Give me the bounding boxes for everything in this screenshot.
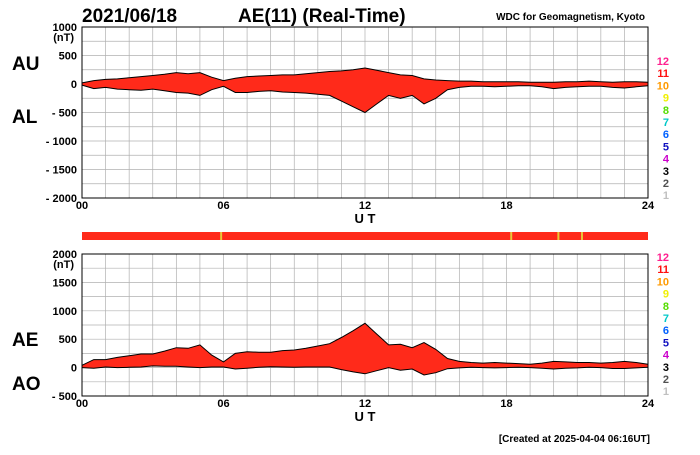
y-axis-unit: (nT) (53, 259, 74, 271)
station-count-label: 11 (657, 264, 669, 276)
station-count-label: 12 (657, 56, 669, 68)
series-label-al: AL (12, 107, 38, 128)
date-title: 2021/06/18 (82, 6, 177, 27)
series-line-al (81, 84, 649, 114)
station-count-label: 7 (663, 117, 669, 129)
ae-ao-panel: 2000 1500 1000 500 0 - 500 (nT) 00 06 12 18 24 U T AE… (12, 249, 655, 424)
x-tick-label: 12 (359, 398, 371, 410)
index-envelope-fill (82, 323, 648, 375)
station-count-label: 6 (663, 129, 669, 141)
series-line-au (81, 67, 649, 84)
series-label-ao: AO (12, 374, 41, 395)
y-tick-label: - 500 (52, 391, 77, 403)
station-count-label: 11 (657, 68, 669, 80)
au-al-panel: 1000 500 0 - 500 - 1000 - 1500 - 2000 (nT) 00 06 1… (12, 22, 655, 226)
station-count-label: 3 (663, 166, 669, 178)
plot-frame (81, 253, 649, 397)
series-line-ae (81, 322, 649, 366)
y-tick-label: - 1500 (46, 165, 77, 177)
status-bar-marker (580, 232, 583, 240)
station-count-label: 7 (663, 313, 669, 325)
station-count-label: 5 (663, 141, 669, 153)
y-tick-label: 0 (71, 363, 77, 375)
plot-frame (81, 26, 649, 199)
y-tick-label: - 2000 (46, 193, 77, 205)
y-tick-label: 500 (59, 51, 77, 63)
series-label-ae: AE (12, 330, 38, 351)
data-status-bar (82, 232, 648, 240)
x-tick-label: 24 (642, 200, 655, 212)
x-tick-label: 00 (76, 398, 88, 410)
station-count-label: 3 (663, 362, 669, 374)
station-count-label: 2 (663, 178, 669, 190)
station-count-label: 8 (663, 105, 669, 117)
station-count-label: 1 (663, 190, 669, 202)
status-bar-marker (220, 232, 223, 240)
station-count-label: 4 (663, 350, 670, 362)
station-count-label: 2 (663, 374, 669, 386)
y-tick-label: 2000 (53, 249, 77, 261)
y-tick-label: - 1000 (46, 136, 77, 148)
station-count-label: 5 (663, 337, 669, 349)
station-count-label: 9 (663, 93, 669, 105)
source-label: WDC for Geomagnetism, Kyoto (496, 12, 645, 23)
series-label-au: AU (12, 54, 39, 75)
x-axis-label: U T (355, 211, 376, 226)
station-count-label: 9 (663, 289, 669, 301)
station-count-label: 12 (657, 252, 669, 264)
index-title: AE(11) (Real-Time) (238, 6, 406, 27)
y-tick-label: 0 (71, 79, 77, 91)
station-count-label: 10 (657, 276, 669, 288)
y-tick-label: 1000 (53, 22, 77, 34)
status-bar-marker (510, 232, 513, 240)
station-count-label: 10 (657, 80, 669, 92)
x-tick-label: 06 (217, 200, 229, 212)
station-count-label: 1 (663, 386, 669, 398)
x-axis-label: U T (355, 409, 376, 424)
x-tick-label: 18 (500, 200, 512, 212)
status-bar-fill (82, 232, 648, 240)
station-count-label: 4 (663, 154, 670, 166)
x-tick-label: 24 (642, 398, 655, 410)
y-tick-label: 1000 (53, 306, 77, 318)
y-tick-label: - 500 (52, 108, 77, 120)
x-tick-label: 00 (76, 200, 88, 212)
status-bar-marker (557, 232, 560, 240)
y-tick-label: 1500 (53, 277, 77, 289)
index-envelope-fill (82, 68, 648, 113)
x-tick-label: 12 (359, 200, 371, 212)
y-tick-label: 500 (59, 334, 77, 346)
station-count-label: 8 (663, 301, 669, 313)
created-timestamp: [Created at 2025-04-04 06:16UT] (499, 434, 650, 445)
x-tick-label: 18 (500, 398, 512, 410)
station-count-label: 6 (663, 325, 669, 337)
series-line-ao (81, 365, 649, 376)
x-tick-label: 06 (217, 398, 229, 410)
y-axis-unit: (nT) (53, 32, 74, 44)
